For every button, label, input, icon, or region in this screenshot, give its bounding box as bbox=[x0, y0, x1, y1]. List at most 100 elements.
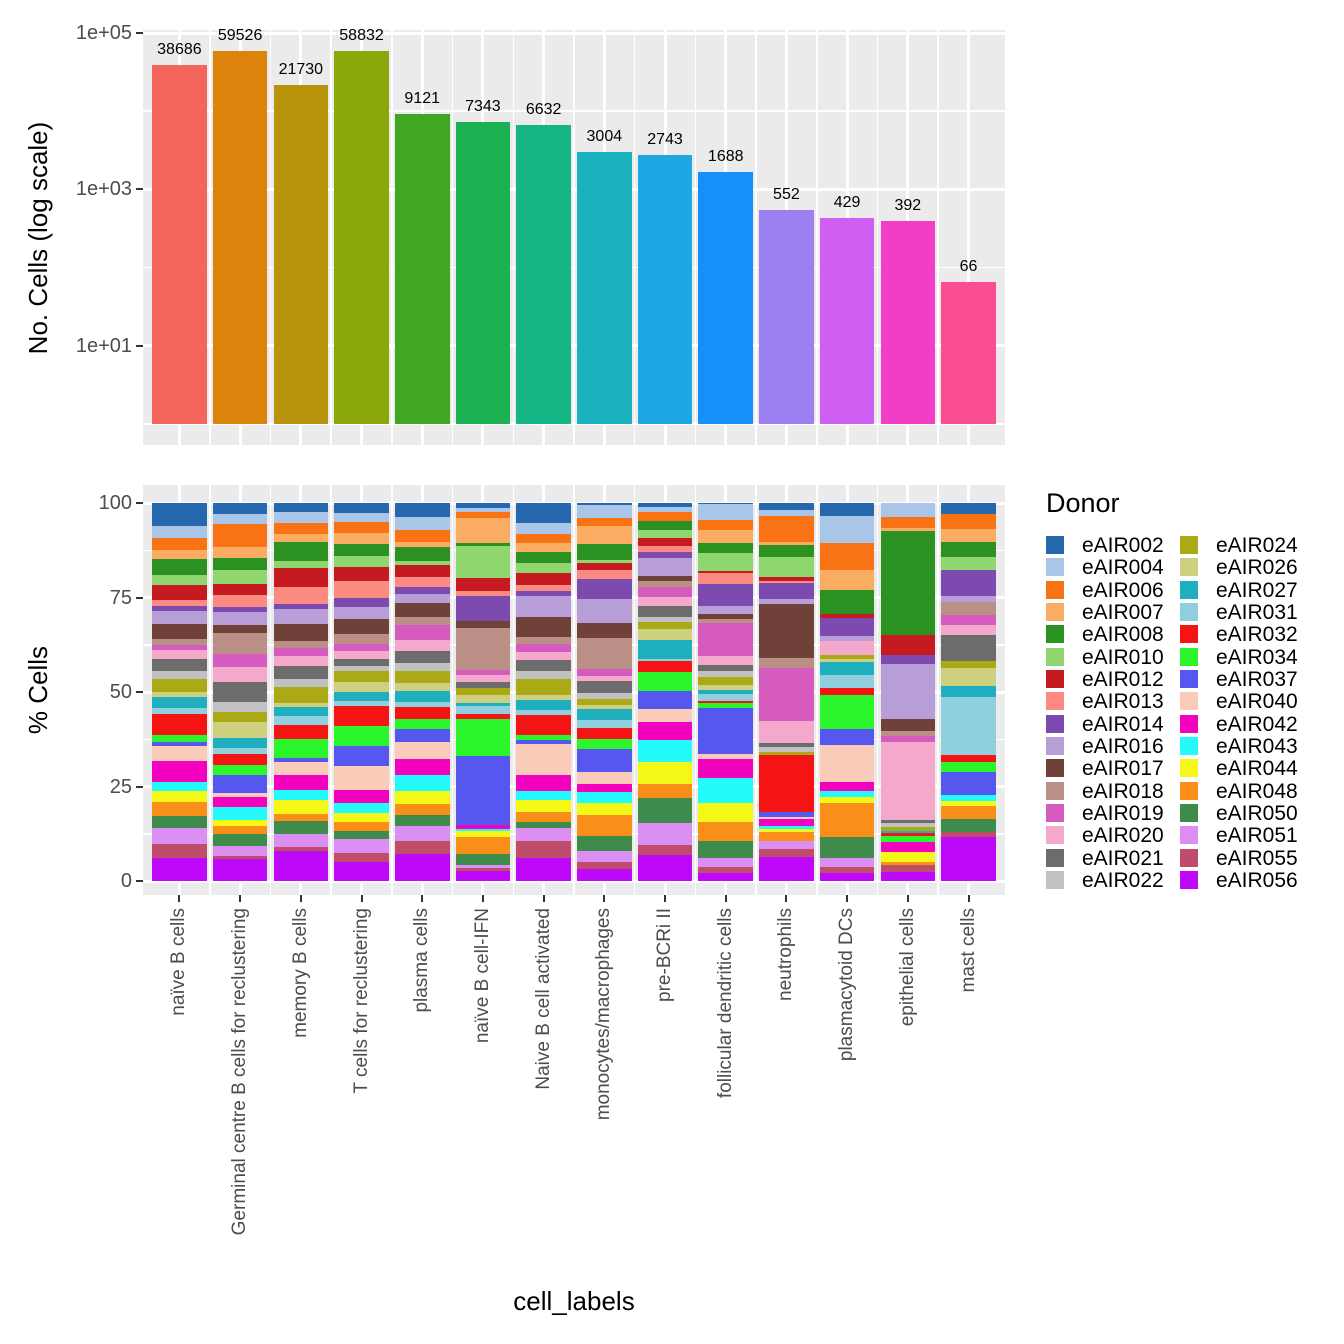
stacked-segment bbox=[394, 650, 450, 664]
stacked-segment bbox=[637, 506, 693, 513]
x-tick-label: monocytes/macrophages bbox=[593, 908, 615, 1121]
stacked-segment bbox=[455, 870, 511, 881]
stacked-segment bbox=[880, 663, 936, 719]
stacked-segment bbox=[698, 867, 753, 873]
stacked-segment bbox=[152, 550, 207, 559]
stacked-segment bbox=[698, 622, 753, 657]
stacked-segment bbox=[273, 587, 329, 604]
legend-label: eAIR017 bbox=[1082, 757, 1164, 781]
stacked-segment bbox=[637, 503, 693, 507]
count-bar bbox=[637, 155, 693, 424]
legend-label: eAIR008 bbox=[1082, 623, 1164, 647]
horizontal-gridline-minor bbox=[143, 110, 1005, 112]
stacked-segment bbox=[273, 833, 329, 847]
top-y-tick-label: 1e+01 bbox=[75, 334, 132, 357]
stacked-segment bbox=[212, 584, 268, 595]
stacked-segment bbox=[152, 659, 207, 671]
stacked-segment bbox=[819, 542, 875, 570]
vertical-gridline-minor bbox=[512, 485, 515, 895]
stacked-segment bbox=[394, 594, 450, 603]
stacked-segment bbox=[152, 746, 207, 761]
stacked-segment bbox=[273, 624, 329, 641]
vertical-gridline-minor bbox=[330, 485, 332, 895]
stacked-segment bbox=[334, 597, 389, 607]
stacked-segment bbox=[819, 867, 875, 873]
stacked-segment bbox=[334, 692, 389, 702]
stacked-segment bbox=[273, 503, 329, 513]
x-tick-mark bbox=[603, 895, 606, 902]
stacked-bar bbox=[273, 503, 329, 881]
legend-swatch bbox=[1180, 781, 1198, 800]
stacked-segment bbox=[637, 721, 693, 741]
legend-title: Donor bbox=[1046, 488, 1120, 518]
stacked-segment bbox=[819, 836, 875, 859]
stacked-segment bbox=[394, 624, 450, 641]
legend-label: eAIR040 bbox=[1216, 690, 1298, 714]
x-tick-label: epithelial cells bbox=[896, 908, 918, 1027]
count-bar-chart-panel bbox=[143, 30, 1005, 445]
stacked-segment bbox=[819, 659, 875, 663]
legend-label: eAIR050 bbox=[1216, 801, 1298, 825]
stacked-segment bbox=[941, 614, 996, 626]
legend-swatch bbox=[1046, 826, 1064, 845]
count-bar-value-label: 552 bbox=[773, 185, 800, 203]
stacked-segment bbox=[698, 530, 753, 544]
stacked-segment bbox=[577, 543, 632, 561]
stacked-segment bbox=[394, 853, 450, 881]
stacked-segment bbox=[273, 512, 329, 523]
top-y-tick-label: 1e+05 bbox=[75, 22, 132, 44]
count-bar bbox=[880, 221, 936, 424]
stacked-segment bbox=[334, 544, 389, 556]
stacked-segment bbox=[152, 827, 207, 845]
stacked-segment bbox=[637, 552, 693, 558]
stacked-segment bbox=[698, 858, 753, 868]
stacked-segment bbox=[577, 578, 632, 600]
top-y-tick-mark bbox=[136, 344, 143, 347]
legend-label: eAIR020 bbox=[1082, 824, 1164, 848]
stacked-segment bbox=[637, 784, 693, 799]
stacked-segment bbox=[273, 707, 329, 716]
stacked-segment bbox=[941, 661, 996, 668]
legend-label: eAIR037 bbox=[1216, 667, 1298, 691]
stacked-segment bbox=[698, 618, 753, 623]
stacked-segment bbox=[819, 617, 875, 637]
stacked-segment bbox=[698, 754, 753, 760]
legend-label: eAIR051 bbox=[1216, 824, 1298, 848]
stacked-bar bbox=[880, 503, 936, 881]
stacked-segment bbox=[152, 791, 207, 803]
stacked-segment bbox=[759, 545, 814, 557]
horizontal-gridline-minor bbox=[143, 423, 1005, 425]
count-bar bbox=[516, 125, 571, 424]
stacked-segment bbox=[212, 833, 268, 846]
stacked-segment bbox=[516, 562, 571, 573]
x-tick-label: Germinal centre B cells for reclustering bbox=[229, 908, 251, 1236]
stacked-segment bbox=[212, 775, 268, 793]
stacked-segment bbox=[334, 580, 389, 598]
vertical-gridline-minor bbox=[573, 30, 575, 445]
stacked-segment bbox=[273, 560, 329, 569]
stacked-segment bbox=[273, 679, 329, 687]
stacked-segment bbox=[577, 850, 632, 863]
stacked-segment bbox=[334, 567, 389, 581]
stacked-segment bbox=[577, 699, 632, 706]
stacked-segment bbox=[212, 792, 268, 798]
stacked-segment bbox=[759, 720, 814, 743]
stacked-segment bbox=[637, 660, 693, 673]
horizontal-gridline-major bbox=[143, 187, 1005, 191]
stacked-segment bbox=[759, 831, 814, 841]
count-bar-value-label: 429 bbox=[833, 194, 861, 212]
x-tick-label: naïve B cell-IFN bbox=[471, 908, 493, 1044]
stacked-segment bbox=[212, 701, 268, 713]
stacked-segment bbox=[819, 569, 875, 590]
vertical-gridline-minor bbox=[755, 485, 757, 895]
stacked-segment bbox=[637, 740, 693, 763]
stacked-segment bbox=[698, 572, 753, 585]
horizontal-gridline-major bbox=[143, 785, 1005, 788]
stacked-segment bbox=[577, 676, 632, 681]
stacked-segment bbox=[880, 527, 936, 532]
stacked-segment bbox=[698, 677, 753, 685]
stacked-segment bbox=[516, 572, 571, 585]
legend-label: eAIR013 bbox=[1082, 690, 1164, 714]
stacked-segment bbox=[455, 596, 511, 621]
stacked-segment bbox=[698, 504, 753, 520]
